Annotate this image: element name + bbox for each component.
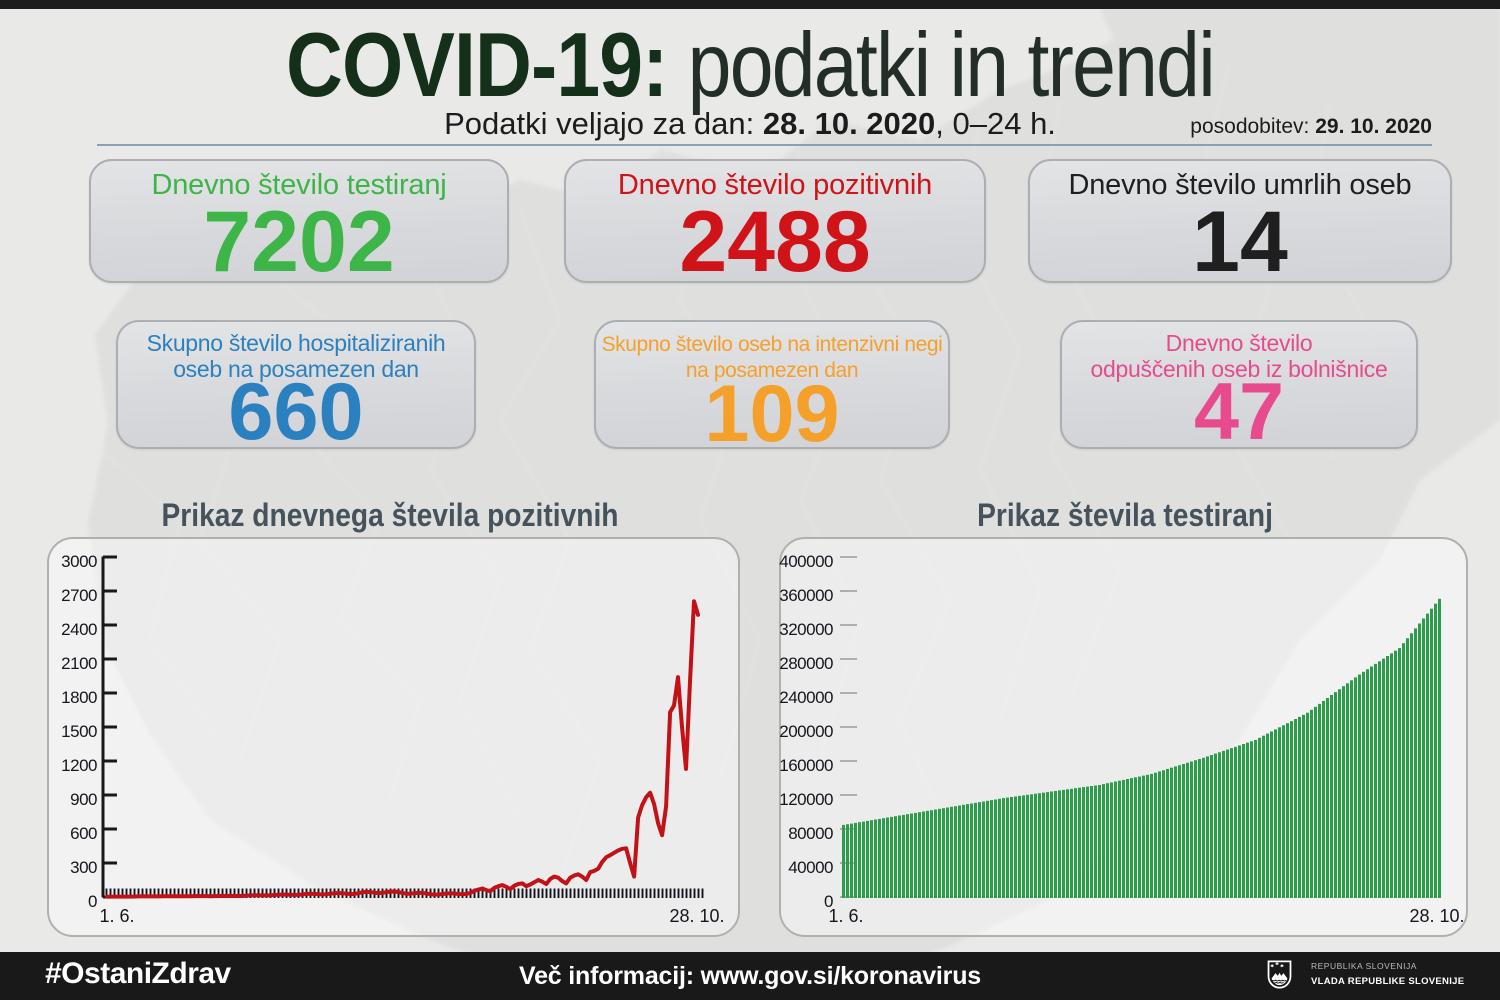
svg-text:0: 0 xyxy=(824,892,833,911)
svg-text:1800: 1800 xyxy=(61,688,97,707)
svg-text:0: 0 xyxy=(88,892,97,911)
svg-text:28. 10.: 28. 10. xyxy=(669,906,724,926)
svg-text:240000: 240000 xyxy=(779,688,833,707)
svg-text:3000: 3000 xyxy=(61,552,97,571)
svg-text:1. 6.: 1. 6. xyxy=(99,906,134,926)
svg-text:600: 600 xyxy=(70,824,97,843)
svg-text:1500: 1500 xyxy=(61,722,97,741)
svg-text:400000: 400000 xyxy=(779,552,833,571)
svg-text:300: 300 xyxy=(70,858,97,877)
svg-text:2400: 2400 xyxy=(61,620,97,639)
svg-text:2700: 2700 xyxy=(61,586,97,605)
svg-text:1200: 1200 xyxy=(61,756,97,775)
svg-text:2100: 2100 xyxy=(61,654,97,673)
svg-text:1. 6.: 1. 6. xyxy=(828,906,863,926)
svg-text:280000: 280000 xyxy=(779,654,833,673)
svg-text:160000: 160000 xyxy=(779,756,833,775)
svg-text:40000: 40000 xyxy=(788,858,833,877)
svg-text:28. 10.: 28. 10. xyxy=(1409,906,1464,926)
svg-text:360000: 360000 xyxy=(779,586,833,605)
svg-text:320000: 320000 xyxy=(779,620,833,639)
svg-text:900: 900 xyxy=(70,790,97,809)
svg-text:200000: 200000 xyxy=(779,722,833,741)
svg-text:120000: 120000 xyxy=(779,790,833,809)
svg-text:80000: 80000 xyxy=(788,824,833,843)
